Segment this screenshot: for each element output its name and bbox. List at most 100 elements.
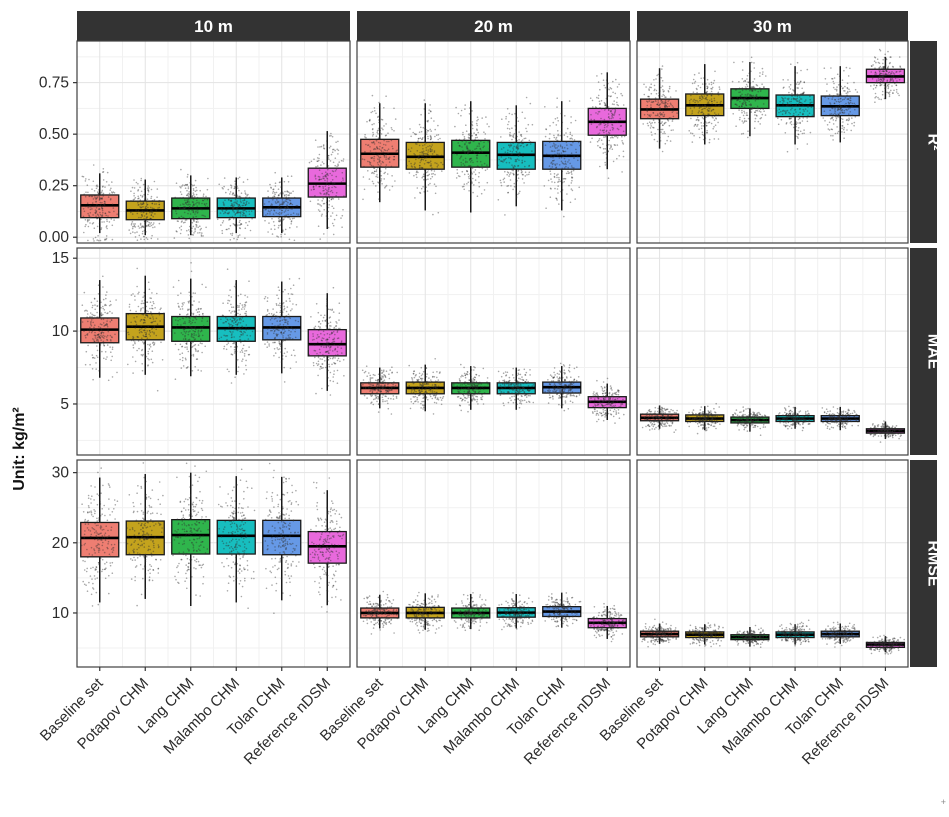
jitter-points [731,56,767,139]
boxplot-Potapov CHM [405,99,445,216]
panel-R²-30 m [636,40,909,244]
jitter-points [821,621,858,648]
boxplot-Potapov CHM [685,402,725,435]
jitter-points [360,365,399,415]
boxplot-Baseline set [80,275,120,382]
boxplot-Potapov CHM [405,591,445,634]
jitter-points [688,70,722,144]
jitter-points [733,624,769,648]
boxplot-Lang CHM [451,363,491,413]
boxplot-Baseline set [360,365,400,415]
box-iqr [216,519,256,555]
boxplot-Tolan CHM [542,592,582,628]
boxplot-Reference nDSM [865,634,906,655]
jitter-points [589,602,625,643]
panel-border [76,247,351,456]
jitter-points [263,171,300,242]
jitter-points [866,634,905,655]
jitter-points [453,592,489,632]
jitter-points [172,462,209,597]
boxplot-Lang CHM [171,262,211,381]
boxplot-Reference nDSM [307,477,347,613]
boxplot-Malambo CHM [496,96,536,216]
y-axis-tick-label: 0.75 [39,75,69,92]
boxplot-Potapov CHM [125,462,165,607]
jitter-points [217,468,256,609]
facet-strip-col: 10 m [77,11,350,41]
jitter-points [407,591,445,634]
x-axis-category-label: Reference nDSM [799,675,892,768]
jitter-points [172,262,209,381]
jitter-points [264,462,300,614]
jitter-points [867,420,902,443]
panel-border [76,459,351,668]
boxplot-Potapov CHM [685,622,725,648]
panel-R²-10 m [76,40,351,244]
jitter-points [308,286,345,396]
boxplot-Malambo CHM [775,61,815,153]
boxplot-Lang CHM [171,462,211,606]
box-iqr [262,519,302,556]
boxplot-Reference nDSM [307,131,347,240]
panel-border [356,40,631,244]
jitter-points [642,65,678,153]
jitter-points [821,406,859,430]
jitter-points [543,97,581,218]
boxplot-Potapov CHM [685,64,725,145]
jitter-points [544,592,582,628]
boxplot-Malambo CHM [216,268,256,384]
boxplot-Reference nDSM [587,377,627,424]
jitter-points [453,104,491,197]
panel-border [636,247,909,456]
facet-strip-label: 30 m [753,17,792,36]
boxplot-Potapov CHM [125,177,165,241]
facet-strip-label: 10 m [194,17,233,36]
jitter-points [452,363,490,413]
boxplot-Baseline set [360,94,400,203]
y-axis-unit-label: Unit: kg/m² [11,407,28,491]
y-axis-row-MAE: 15 10 5 [52,250,77,413]
panel-R²-20 m [356,40,631,244]
jitter-points [589,377,625,424]
facet-strip-bg [910,460,937,667]
facet-strip-bg [637,11,908,41]
boxplot-Tolan CHM [262,171,302,242]
y-axis-tick-label: 0.00 [39,229,70,246]
panel-RMSE-30 m [636,459,909,668]
boxplot-Potapov CHM [125,267,165,392]
x-axis-category-label: Reference nDSM [521,675,614,768]
boxplot-Malambo CHM [216,176,256,241]
boxplot-Lang CHM [730,406,770,437]
jitter-points [308,132,345,240]
jitter-points [641,618,677,648]
panel-MAE-20 m [356,247,631,456]
x-axis-col-30 m: Baseline setPotapov CHMLang CHMMalambo C… [597,667,892,768]
x-axis-col-20 m: Baseline setPotapov CHMLang CHMMalambo C… [317,667,614,768]
facet-strip-bg [77,11,350,41]
boxplot-Tolan CHM [820,621,860,648]
boxplot-Baseline set [80,467,120,607]
facet-strip-col: 20 m [357,11,630,41]
box-iqr [80,521,120,558]
panel-border [76,40,351,244]
panel-border [356,459,631,668]
boxplot-Baseline set [80,164,120,242]
jitter-points [497,96,534,216]
jitter-points [362,590,399,635]
boxplot-Tolan CHM [820,406,860,431]
gridlines [637,248,908,455]
panel-border [636,459,909,668]
y-axis-row-RMSE: 30 20 10 [52,465,77,622]
jitter-points [406,99,444,216]
boxplot-Baseline set [639,618,680,648]
y-axis-tick-label: 0.50 [39,126,70,143]
jitter-points [641,406,678,434]
boxplot-Malambo CHM [775,405,815,432]
facet-strip-bg [357,11,630,41]
boxplot-Lang CHM [451,101,491,213]
boxplot-Malambo CHM [216,468,256,609]
jitter-points [776,619,811,647]
jitter-points [263,277,301,383]
boxplot-Tolan CHM [542,97,582,218]
